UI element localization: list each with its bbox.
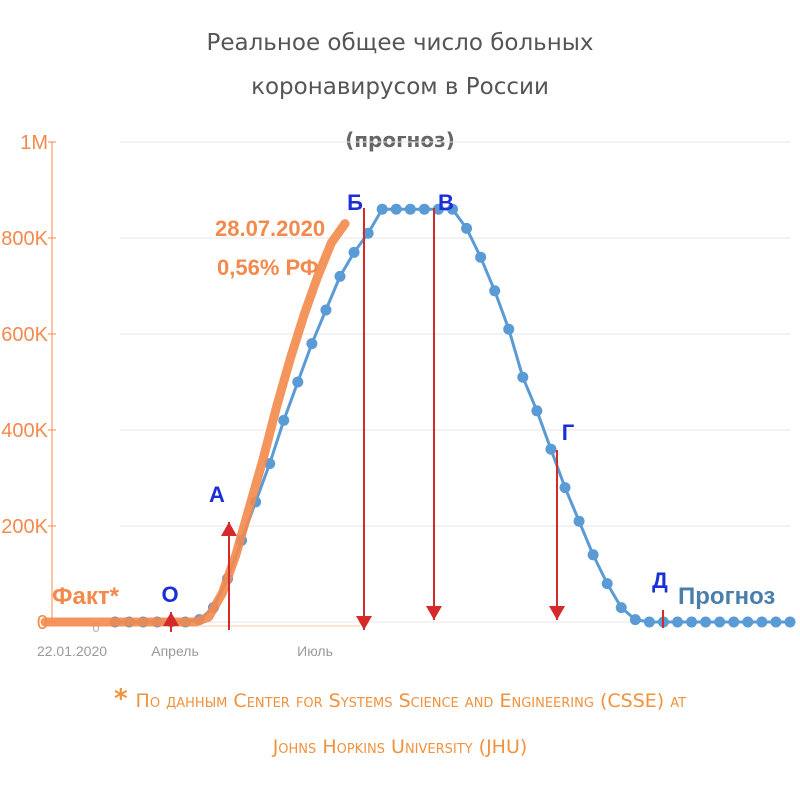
forecast-point [531,405,543,417]
forecast-point [517,371,529,383]
fact-line [40,219,350,627]
forecast-point [728,616,740,628]
forecast-point [404,203,416,215]
y-tick-label: 1M [20,132,48,154]
forecast-point [615,602,627,614]
forecast-point [292,376,304,388]
forecast-point [643,616,655,628]
forecast-point [278,414,290,426]
forecast-point [601,578,613,590]
forecast-point [390,203,402,215]
forecast-point [573,515,585,527]
forecast-point [629,614,641,626]
y-tick-label: 400K [1,420,48,442]
forecast-point [545,443,557,455]
forecast-point [418,203,430,215]
arrow-g-head [549,606,565,620]
forecast-point [587,549,599,561]
forecast-point [432,203,444,215]
footnote-line2: Johns Hopkins University (JHU) [272,736,528,758]
forecast-point [306,338,318,350]
point-label: Г [562,420,575,445]
point-label: Д [652,568,668,593]
arrow-b-head [356,616,372,630]
forecast-point [784,616,796,628]
forecast-point [714,616,726,628]
point-label: О [161,582,178,607]
forecast-point [376,203,388,215]
x-tick-label: 22.01.2020 [37,643,107,659]
arrow-o-head [163,612,179,626]
legend-fact: Факт* [52,583,120,610]
annotation-date: 28.07.2020 [215,216,325,241]
point-label: Б [347,190,363,215]
annotation-share: 0,56% РФ [217,255,319,280]
footnote-text-1: По данным Center for Systems Science and… [135,690,687,712]
x-zero-label: 0 [92,620,99,635]
forecast-point [362,227,374,239]
forecast-point [686,616,698,628]
footnote-line1: * По данным Center for Systems Science an… [0,684,800,714]
y-tick-label: 800K [1,228,48,250]
x-tick-label: Апрель [151,643,199,659]
forecast-point [742,616,754,628]
forecast-point [503,323,515,335]
legend-forecast: Прогноз [678,583,775,610]
forecast-point [320,304,332,316]
forecast-point [559,482,571,494]
y-tick-label: 600K [1,324,48,346]
forecast-point [461,222,473,234]
chart-subtitle: (прогноз) [345,128,455,152]
chart-title-line2: коронавирусом в России [251,74,549,100]
forecast-point [756,616,768,628]
forecast-point [447,203,458,215]
y-tick-label: 200K [1,516,48,538]
chart-title: Реальное общее число больных [206,30,594,56]
forecast-point [770,616,782,628]
point-label: А [209,482,225,507]
footnote-star: * [113,684,128,714]
forecast-point [475,251,487,263]
forecast-point [489,285,501,297]
x-tick-label: Июль [297,643,333,659]
forecast-point [700,616,712,628]
forecast-point [672,616,683,628]
arrow-v-head [426,606,442,620]
point-label: В [438,190,454,215]
forecast-point [334,270,346,282]
arrow-a-head [221,522,237,536]
plot-area: 0 200K 400K 600K 800K 1M 22.01.2020 Апрель Июль 0… [1,132,796,659]
forecast-point [348,246,360,258]
